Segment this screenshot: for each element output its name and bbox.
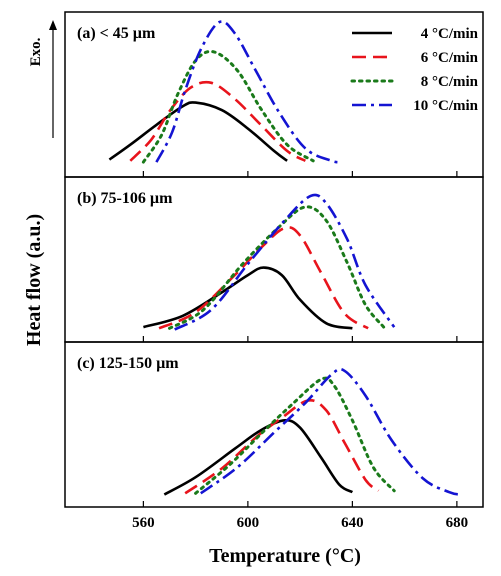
legend-label: 4 °C/min [421,26,479,42]
series-line [155,20,343,164]
panels-group: (a) < 45 µm (b) 75-106 µm (c) 125-150 µm [64,11,484,508]
x-tick-label: 600 [237,515,260,531]
legend: 4 °C/min 6 °C/min 8 °C/min 10 °C/min [350,26,479,114]
exo-arrow-head [49,20,57,30]
x-tick-label: 640 [341,515,364,531]
legend-label: 6 °C/min [421,50,479,66]
panel-frame [64,341,484,508]
x-tick-label: 680 [446,515,469,531]
x-axis-tick-labels: 560 600 640 680 [132,515,468,531]
exo-indicator: Exo. [28,20,57,138]
x-axis-title: Temperature (°C) [209,545,361,567]
series-line [158,226,369,330]
x-tick-label: 560 [132,515,155,531]
series-line [168,205,386,330]
y-axis-title: Heat flow (a.u.) [23,214,45,346]
series-line [200,367,460,496]
panel-label: (b) 75-106 µm [77,190,173,207]
legend-label: 10 °C/min [413,98,478,114]
legend-label: 8 °C/min [421,74,479,90]
panel-3: (c) 125-150 µm [64,341,484,508]
panel-label: (c) 125-150 µm [77,355,179,372]
exo-label: Exo. [28,37,44,66]
series-line [163,418,354,496]
series-line [143,266,353,330]
series-line [108,101,288,162]
series-line [141,50,315,164]
series-line [174,193,396,331]
panel-2: (b) 75-106 µm [64,176,484,343]
series-line [129,80,306,162]
panel-label: (a) < 45 µm [77,25,156,42]
series-line [194,376,396,495]
